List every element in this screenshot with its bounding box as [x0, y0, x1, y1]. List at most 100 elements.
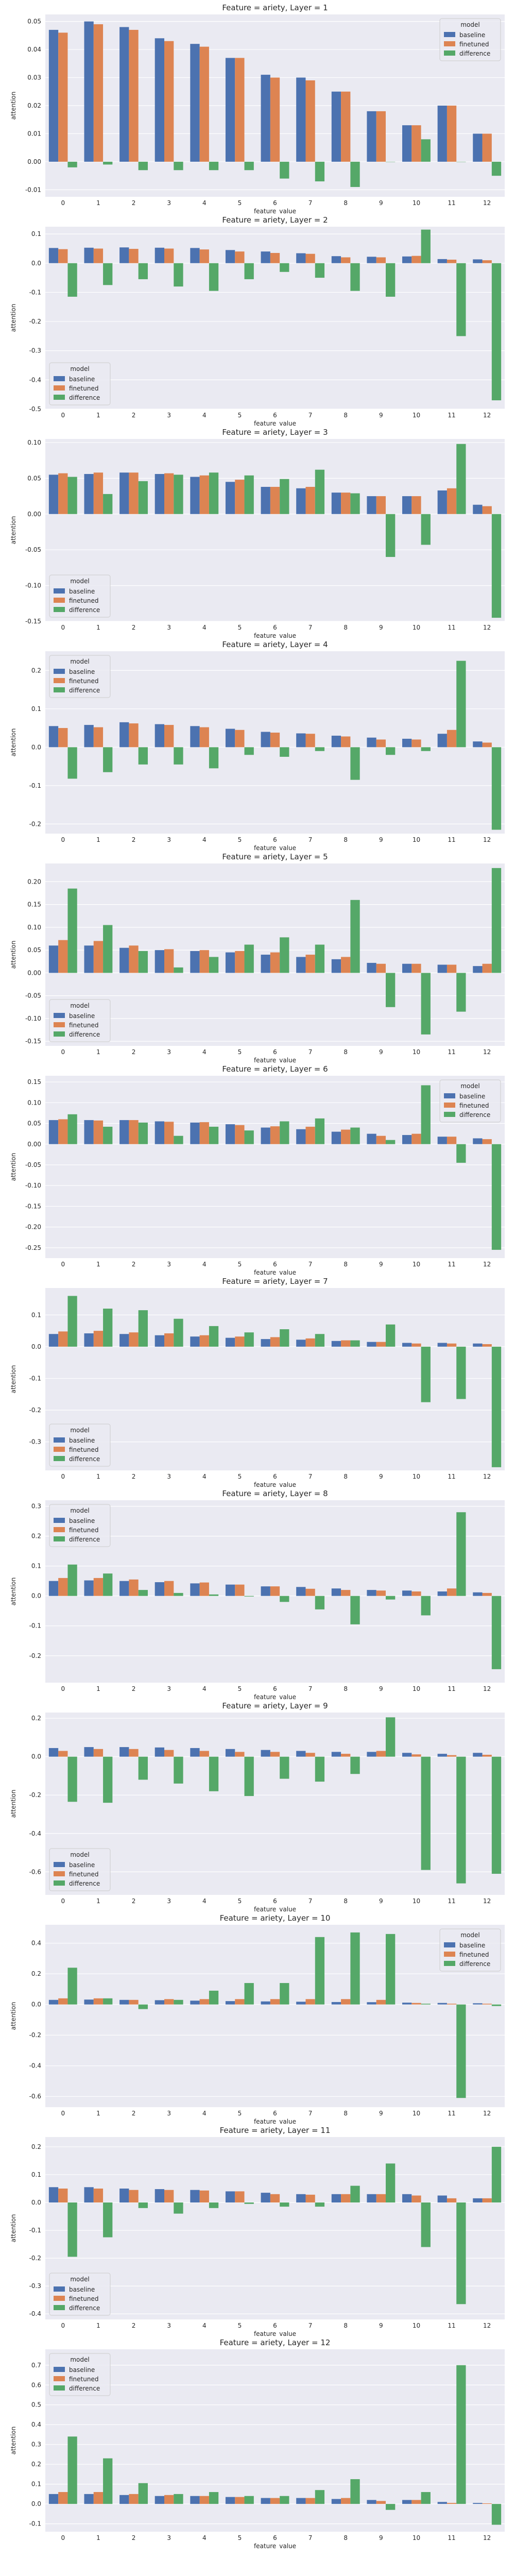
bar-finetuned	[235, 1584, 245, 1596]
bar-baseline	[402, 1343, 412, 1347]
x-tick-label: 11	[448, 836, 455, 843]
legend-swatch	[54, 1437, 65, 1443]
bar-baseline	[84, 2494, 94, 2504]
x-tick-label: 0	[61, 2110, 65, 2117]
bar-difference	[103, 1756, 113, 1803]
legend-title: model	[70, 578, 89, 585]
bar-baseline	[119, 1747, 129, 1757]
bar-baseline	[473, 1138, 483, 1144]
bar-baseline	[48, 2494, 59, 2504]
legend-box	[439, 1928, 501, 1972]
bar-finetuned	[129, 29, 139, 162]
bar-difference	[491, 514, 502, 618]
x-tick-label: 7	[308, 1685, 313, 1692]
chart-panel: -0.25 -0.20 -0.15 -0.10 -0.05 0.00 0.05 0.10 0.1…	[0, 1063, 515, 1278]
x-tick-label: 3	[167, 2534, 171, 2541]
bar-difference	[174, 967, 183, 973]
x-tick-label: 5	[238, 1897, 242, 1905]
bar-difference	[385, 747, 396, 755]
legend-entry: baseline	[69, 2366, 95, 2374]
y-tick-label: 0.00	[27, 969, 41, 976]
bar-difference	[174, 2494, 183, 2504]
bar-difference	[421, 1346, 431, 1402]
bar-finetuned	[411, 1133, 421, 1144]
bar-finetuned	[58, 940, 68, 973]
bar-finetuned	[305, 734, 315, 748]
x-tick-label: 8	[344, 2322, 348, 2329]
bar-difference	[280, 1329, 289, 1347]
bar-baseline	[154, 38, 165, 162]
bar-finetuned	[164, 1333, 174, 1347]
legend-entry: baseline	[69, 2286, 95, 2293]
y-tick-label: -0.4	[29, 1830, 41, 1837]
bar-baseline	[48, 2187, 59, 2203]
bar-baseline	[473, 1592, 483, 1596]
bar-difference	[138, 951, 148, 973]
y-tick-label: 0.10	[27, 1099, 41, 1106]
legend-entry: difference	[459, 1960, 490, 1968]
x-tick-label: 9	[379, 1897, 383, 1905]
x-axis-label: feature_value	[254, 1906, 296, 1912]
bar-difference	[67, 1756, 77, 1802]
x-tick-label: 8	[344, 1685, 348, 1692]
bar-finetuned	[376, 1751, 386, 1757]
bar-baseline	[225, 952, 235, 973]
chart-svg: -0.3-0.2-0.10.00.10 1 2 3 4 5 6 7 8 9 10 11 12Featur…	[10, 1277, 505, 1488]
bar-baseline	[225, 728, 235, 748]
y-tick-label: 0.0	[31, 2001, 41, 2008]
bar-difference	[174, 263, 183, 287]
bar-baseline	[402, 1135, 412, 1144]
legend-swatch	[54, 1013, 65, 1018]
bar-finetuned	[93, 1578, 104, 1596]
bar-baseline	[154, 247, 165, 263]
bar-baseline	[331, 493, 341, 514]
bar-baseline	[437, 964, 447, 973]
bar-difference	[280, 1121, 289, 1144]
bar-finetuned	[129, 249, 139, 263]
y-axis-label: attention	[10, 2427, 17, 2455]
bar-finetuned	[270, 1999, 280, 2005]
bar-baseline	[190, 951, 200, 973]
chart-svg: -0.2-0.10.00.10.20 1 2 3 4 5 6 7 8 9 10 11 12Feature…	[10, 640, 505, 852]
bar-finetuned	[93, 24, 104, 162]
bar-difference	[280, 747, 289, 757]
bar-finetuned	[235, 2497, 245, 2504]
bar-baseline	[437, 1591, 447, 1596]
bar-baseline	[48, 1581, 59, 1596]
x-tick-label: 3	[167, 1897, 171, 1905]
bar-baseline	[261, 955, 270, 973]
y-tick-label: 0.20	[27, 878, 41, 885]
x-tick-label: 5	[238, 412, 242, 419]
bar-baseline	[473, 133, 483, 162]
bar-finetuned	[235, 1999, 245, 2005]
bar-baseline	[119, 1120, 129, 1144]
bar-difference	[491, 2504, 502, 2525]
chart-panel: -0.2 -0.1 0.0 0.1 0.2 0.3 0 1 2 3 4 5 6 7 8 9 10 11 12 Feat…	[0, 1488, 515, 1702]
bar-difference	[103, 2202, 113, 2238]
y-tick-label: 0.1	[31, 705, 41, 713]
bar-finetuned	[341, 1590, 351, 1596]
x-tick-label: 2	[132, 1897, 136, 1905]
bar-finetuned	[58, 2188, 68, 2203]
bar-finetuned	[93, 2188, 104, 2203]
bar-baseline	[437, 2195, 447, 2203]
x-tick-label: 4	[202, 836, 207, 843]
bar-baseline	[190, 2496, 200, 2504]
y-tick-label: -0.2	[29, 1652, 41, 1659]
bar-difference	[315, 747, 325, 751]
chart-title: Feature = ariety, Layer = 3	[222, 428, 328, 437]
plot-area	[45, 1076, 505, 1258]
bar-difference	[67, 1968, 77, 2005]
x-tick-label: 4	[202, 1685, 207, 1692]
bar-baseline	[296, 1129, 306, 1144]
chart-svg: -0.6-0.4-0.20.00.20 1 2 3 4 5 6 7 8 9 10 11 12Featur…	[10, 1701, 505, 1913]
bar-difference	[315, 1937, 325, 2005]
y-tick-label: 0.05	[27, 18, 41, 25]
bar-baseline	[367, 962, 376, 973]
x-tick-label: 2	[132, 412, 136, 419]
bar-difference	[174, 747, 183, 765]
y-tick-label: 0.05	[27, 1120, 41, 1127]
x-tick-label: 10	[413, 836, 420, 843]
bar-finetuned	[58, 2492, 68, 2504]
y-tick-label: 0.1	[31, 230, 41, 238]
